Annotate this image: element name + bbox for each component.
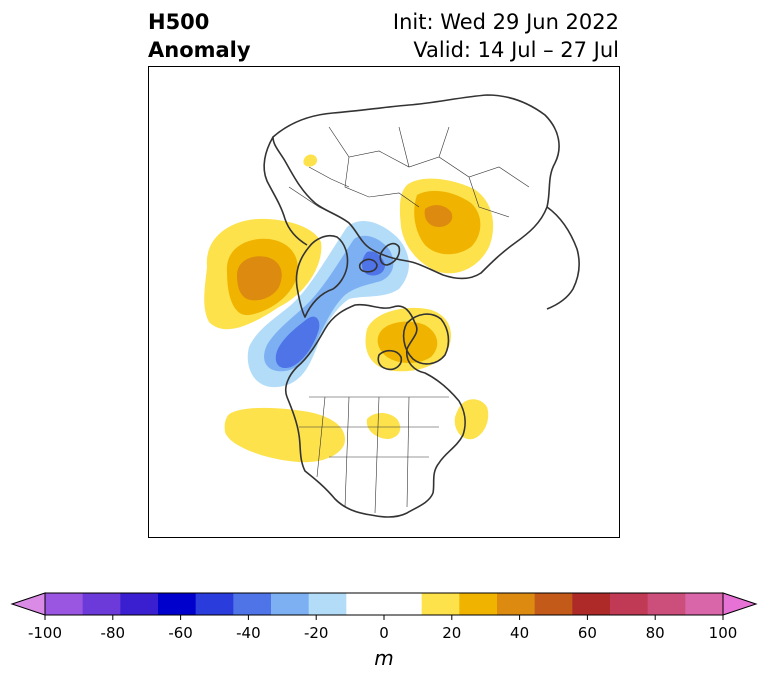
colorbar-tick-label: -80 xyxy=(101,624,126,642)
anomaly-map-svg xyxy=(204,94,580,518)
anomaly-map xyxy=(148,66,620,538)
anomaly-positive-europe xyxy=(303,154,318,167)
colorbar-cells xyxy=(45,593,724,615)
coast-east-asia xyxy=(546,206,580,310)
colorbar-cell xyxy=(534,593,573,615)
colorbar-extend-right xyxy=(722,592,758,616)
colorbar-cell xyxy=(120,593,159,615)
borders xyxy=(288,126,530,514)
map-title-right: Init: Wed 29 Jun 2022 Valid: 14 Jul – 27… xyxy=(393,8,619,64)
border-lines-america xyxy=(299,396,449,514)
colorbar-tick-label: 80 xyxy=(646,624,665,642)
coast-greenland xyxy=(402,313,450,365)
colorbar-tick-label: -20 xyxy=(304,624,329,642)
colorbar-cell xyxy=(497,593,536,615)
valid-range: Valid: 14 Jul – 27 Jul xyxy=(413,38,619,62)
colorbar-tick-label: -60 xyxy=(168,624,193,642)
colorbar-cell xyxy=(195,593,234,615)
coastlines xyxy=(263,94,580,518)
anomaly-fields xyxy=(204,154,494,463)
colorbar-cell xyxy=(308,593,347,615)
anomaly-positive-pacific-peak xyxy=(237,256,282,301)
coast-alaska xyxy=(295,234,349,318)
coast-europe xyxy=(263,136,308,246)
init-date: Init: Wed 29 Jun 2022 xyxy=(392,10,619,34)
map-title-left: H500 Anomaly xyxy=(148,8,251,64)
anomaly-positive-arctic-core xyxy=(377,321,438,363)
colorbar-ticks: -100 -80 -60 -40 -20 0 20 40 60 80 100 xyxy=(28,615,737,642)
coast-svalbard xyxy=(358,258,378,273)
title-variable: H500 xyxy=(148,10,210,34)
anomaly-positive-atlantic xyxy=(454,399,489,440)
colorbar-cell xyxy=(647,593,686,615)
colorbar: -100 -80 -60 -40 -20 0 20 40 60 80 100 xyxy=(10,592,758,642)
anomaly-negative-arc-core xyxy=(361,251,385,276)
anomaly-positive-us-west xyxy=(224,407,345,463)
colorbar-tick-label: 100 xyxy=(709,624,738,642)
colorbar-cell xyxy=(685,593,724,615)
colorbar-tick-label: 60 xyxy=(578,624,597,642)
colorbar-cell xyxy=(572,593,611,615)
colorbar-cell xyxy=(610,593,649,615)
title-anomaly: Anomaly xyxy=(148,38,251,62)
coast-novaya-zemlya xyxy=(379,242,401,266)
colorbar-tick-label: -40 xyxy=(236,624,261,642)
colorbar-cell xyxy=(346,593,385,615)
colorbar-cell xyxy=(459,593,498,615)
border-lines-asia xyxy=(288,126,530,218)
colorbar-cell xyxy=(82,593,121,615)
colorbar-cell xyxy=(233,593,272,615)
colorbar-tick-label: 40 xyxy=(510,624,529,642)
colorbar-tick-label: -100 xyxy=(28,624,62,642)
colorbar-cell xyxy=(421,593,460,615)
colorbar-extend-left xyxy=(10,592,46,616)
colorbar-cell xyxy=(45,593,84,615)
colorbar-cell xyxy=(158,593,197,615)
colorbar-cell xyxy=(271,593,310,615)
anomaly-negative-pacific-core xyxy=(275,316,320,369)
coast-eurasia xyxy=(272,94,560,280)
anomaly-positive-siberia-peak xyxy=(424,205,453,227)
coast-arctic-islands xyxy=(377,349,403,371)
colorbar-cell xyxy=(384,593,423,615)
colorbar-tick-label: 20 xyxy=(442,624,461,642)
coast-north-america xyxy=(284,303,466,518)
anomaly-positive-hudson xyxy=(366,413,401,439)
colorbar-tick-label: 0 xyxy=(379,624,389,642)
colorbar-unit-label: m xyxy=(374,646,394,670)
